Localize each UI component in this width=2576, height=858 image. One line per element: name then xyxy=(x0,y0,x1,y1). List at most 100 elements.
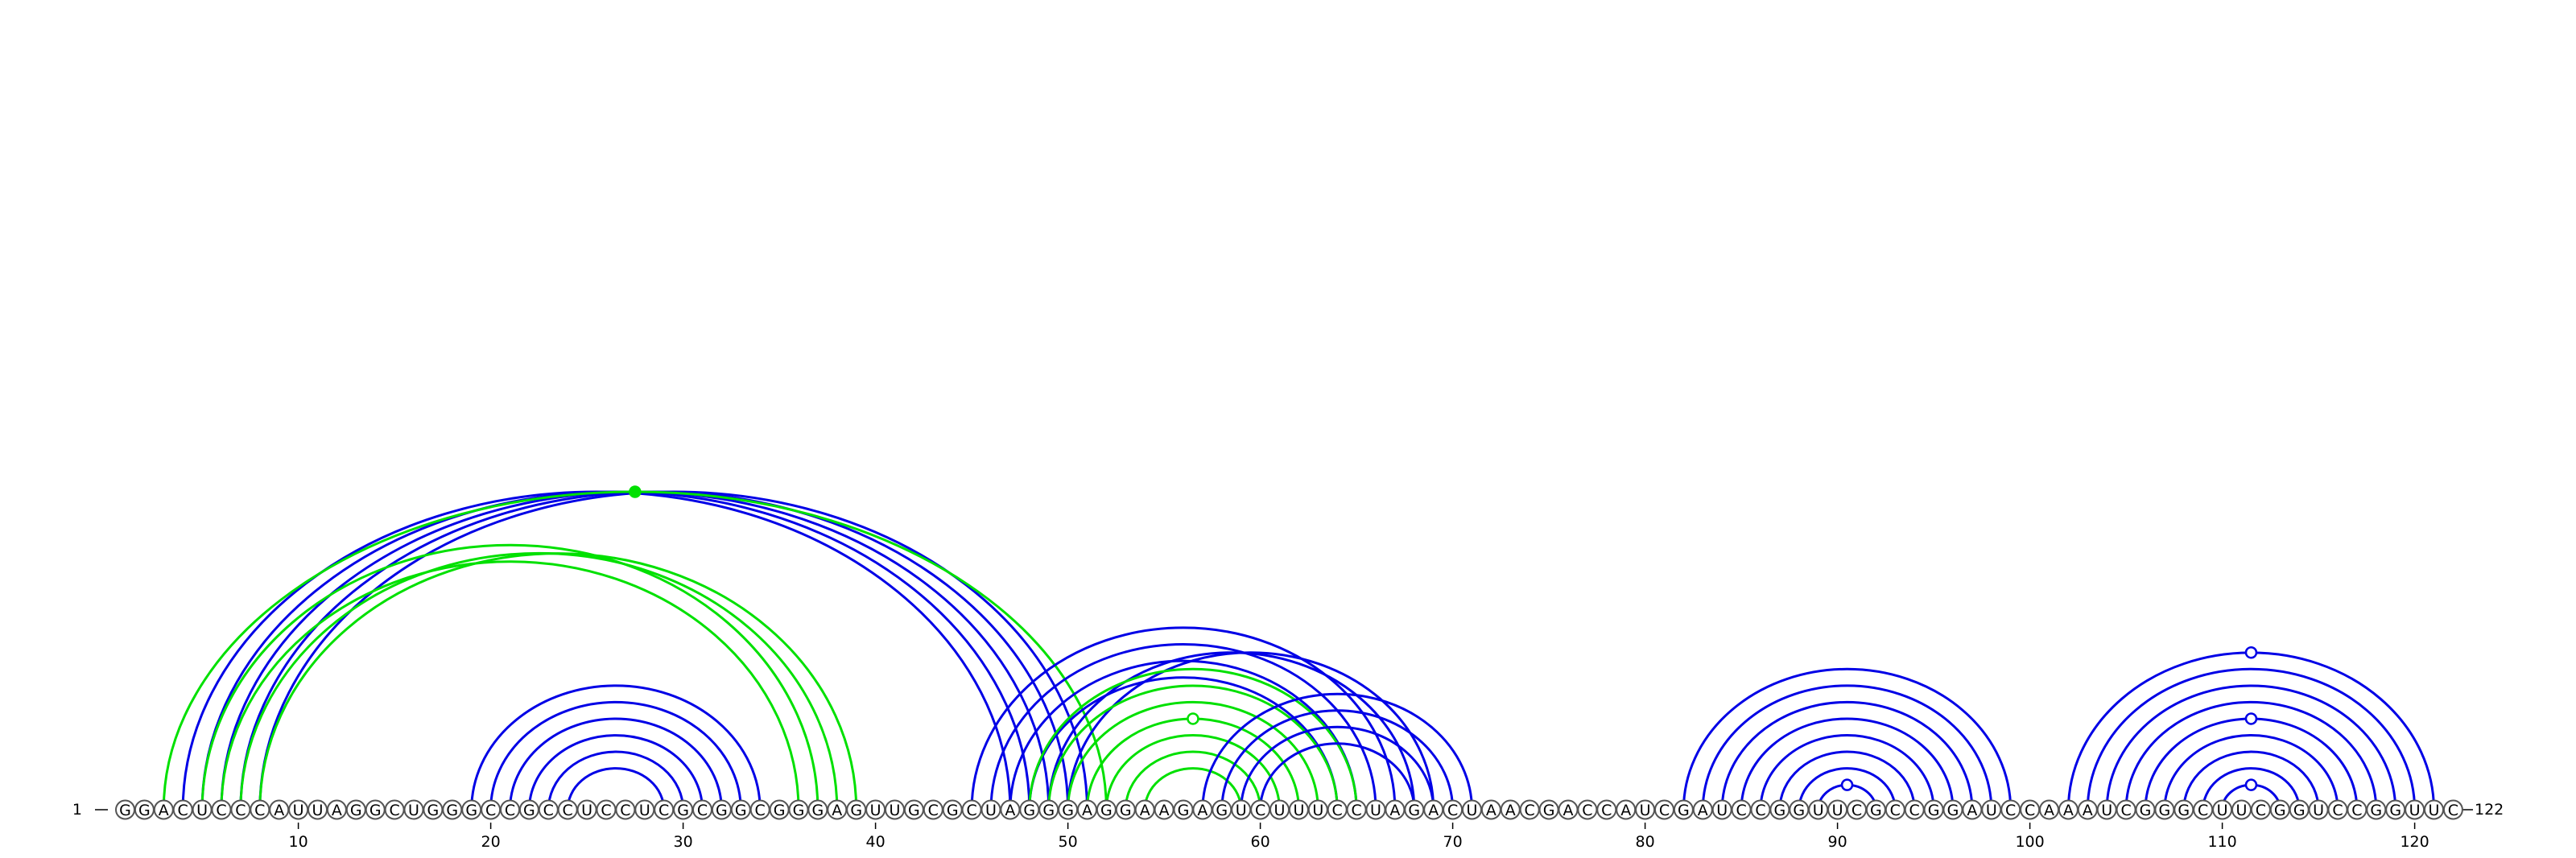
nucleotide: G xyxy=(461,799,482,820)
nucleotide-letter: A xyxy=(2044,802,2054,819)
nucleotide: C xyxy=(1596,799,1617,820)
nucleotide-letter: U xyxy=(1312,802,1323,819)
nucleotide: A xyxy=(1423,799,1444,820)
nucleotide-letter: U xyxy=(1467,802,1478,819)
nucleotide-letter: G xyxy=(812,802,824,819)
nucleotide: C xyxy=(923,799,943,820)
nucleotide: U xyxy=(2308,799,2329,820)
nucleotide-letter: A xyxy=(1428,802,1439,819)
nucleotide: A xyxy=(1077,799,1097,820)
nucleotide: G xyxy=(903,799,924,820)
nucleotide: G xyxy=(1789,799,1810,820)
nucleotide: A xyxy=(1000,799,1021,820)
nucleotide: U xyxy=(1635,799,1656,820)
nucleotide-letter: G xyxy=(1062,802,1074,819)
nucleotide: U xyxy=(1269,799,1290,820)
nucleotide: C xyxy=(1750,799,1771,820)
nucleotide-letter: U xyxy=(2429,802,2440,819)
nucleotide-letter: U xyxy=(2409,802,2421,819)
nucleotide: G xyxy=(2385,799,2406,820)
nucleotide: A xyxy=(1385,799,1406,820)
base-pair-arc xyxy=(527,734,704,811)
nucleotide: G xyxy=(2289,799,2310,820)
nucleotide-letter: C xyxy=(505,802,515,819)
nucleotide-letter: A xyxy=(1486,802,1496,819)
nucleotide-letter: C xyxy=(235,802,246,819)
nucleotide: G xyxy=(807,799,828,820)
tick-label: 120 xyxy=(2400,833,2429,851)
nucleotide: U xyxy=(2424,799,2444,820)
nucleotide-letter: U xyxy=(870,802,881,819)
nucleotide-letter: C xyxy=(216,802,226,819)
nucleotide-letter: G xyxy=(850,802,862,819)
nucleotide: G xyxy=(1942,799,1963,820)
base-pair-arc xyxy=(2124,700,2378,811)
nucleotide: C xyxy=(230,799,251,820)
nucleotide-letter: G xyxy=(1216,802,1228,819)
arc-apex-marker xyxy=(629,485,642,498)
nucleotide-letter: A xyxy=(1620,802,1631,819)
nucleotide: C xyxy=(654,799,675,820)
base-pair-arc xyxy=(258,551,858,811)
nucleotide: C xyxy=(538,799,559,820)
nucleotide-letter: U xyxy=(312,802,324,819)
nucleotide: G xyxy=(673,799,694,820)
nucleotide-circle xyxy=(2442,799,2463,820)
nucleotide-letter: C xyxy=(2448,802,2458,819)
arc-apex-marker xyxy=(1187,712,1199,725)
nucleotide-letter: U xyxy=(985,802,997,819)
nucleotide: G xyxy=(1096,799,1117,820)
nucleotide-letter: U xyxy=(1274,802,1286,819)
nucleotide-letter: G xyxy=(1870,802,1882,819)
tick-label: 90 xyxy=(1828,833,1847,851)
nucleotide-letter: C xyxy=(928,802,939,819)
base-pair-arc xyxy=(1220,709,1455,811)
tick-label: 10 xyxy=(289,833,308,851)
nucleotide: A xyxy=(1134,799,1155,820)
nucleotide-letter: U xyxy=(1236,802,1247,819)
nucleotide: A xyxy=(1192,799,1213,820)
nucleotide: U xyxy=(1981,799,2002,820)
base-pair-arc xyxy=(1720,700,1974,811)
base-pair-arc xyxy=(1759,734,1935,811)
nucleotide: G xyxy=(2154,799,2175,820)
nucleotide-letter: G xyxy=(119,802,131,819)
nucleotide: A xyxy=(1500,799,1521,820)
nucleotide-letter: A xyxy=(1159,802,1170,819)
nucleotide-letter: G xyxy=(1678,802,1690,819)
base-pair-arc xyxy=(989,643,1377,811)
base-pair-arc xyxy=(1201,692,1473,811)
nucleotide-letter: C xyxy=(2120,802,2131,819)
nucleotide: G xyxy=(1058,799,1079,820)
base-pair-arc xyxy=(1124,750,1262,811)
nucleotide-letter: G xyxy=(1120,802,1132,819)
base-pair-arc xyxy=(200,543,819,811)
tick-label: 80 xyxy=(1636,833,1655,851)
nucleotide: G xyxy=(365,799,386,820)
nucleotide-letter: C xyxy=(178,802,188,819)
tick-label: 20 xyxy=(481,833,501,851)
nucleotide-letter: A xyxy=(1698,802,1708,819)
nucleotide-letter: C xyxy=(2005,802,2016,819)
nucleotide-letter: C xyxy=(2351,802,2362,819)
nucleotide-letter: C xyxy=(563,802,573,819)
nucleotide: A xyxy=(2077,799,2098,820)
nucleotide-letter: C xyxy=(697,802,708,819)
tick-label: 40 xyxy=(866,833,886,851)
nucleotide: U xyxy=(865,799,886,820)
nucleotide-letter: G xyxy=(1023,802,1035,819)
nucleotide: U xyxy=(634,799,655,820)
nucleotide: G xyxy=(1115,799,1136,820)
nucleotide: C xyxy=(692,799,712,820)
nucleotide-letter: G xyxy=(2140,802,2152,819)
arc-apex-marker xyxy=(2244,712,2258,725)
nucleotide-letter: G xyxy=(908,802,920,819)
nucleotide-letter: G xyxy=(2389,802,2401,819)
nucleotide: G xyxy=(711,799,732,820)
nucleotide: C xyxy=(1904,799,1925,820)
nucleotide-letter: C xyxy=(1890,802,1901,819)
nucleotide-letter: G xyxy=(2293,802,2306,819)
nucleotide-letter: U xyxy=(1832,802,1843,819)
nucleotide-letter: U xyxy=(196,802,208,819)
